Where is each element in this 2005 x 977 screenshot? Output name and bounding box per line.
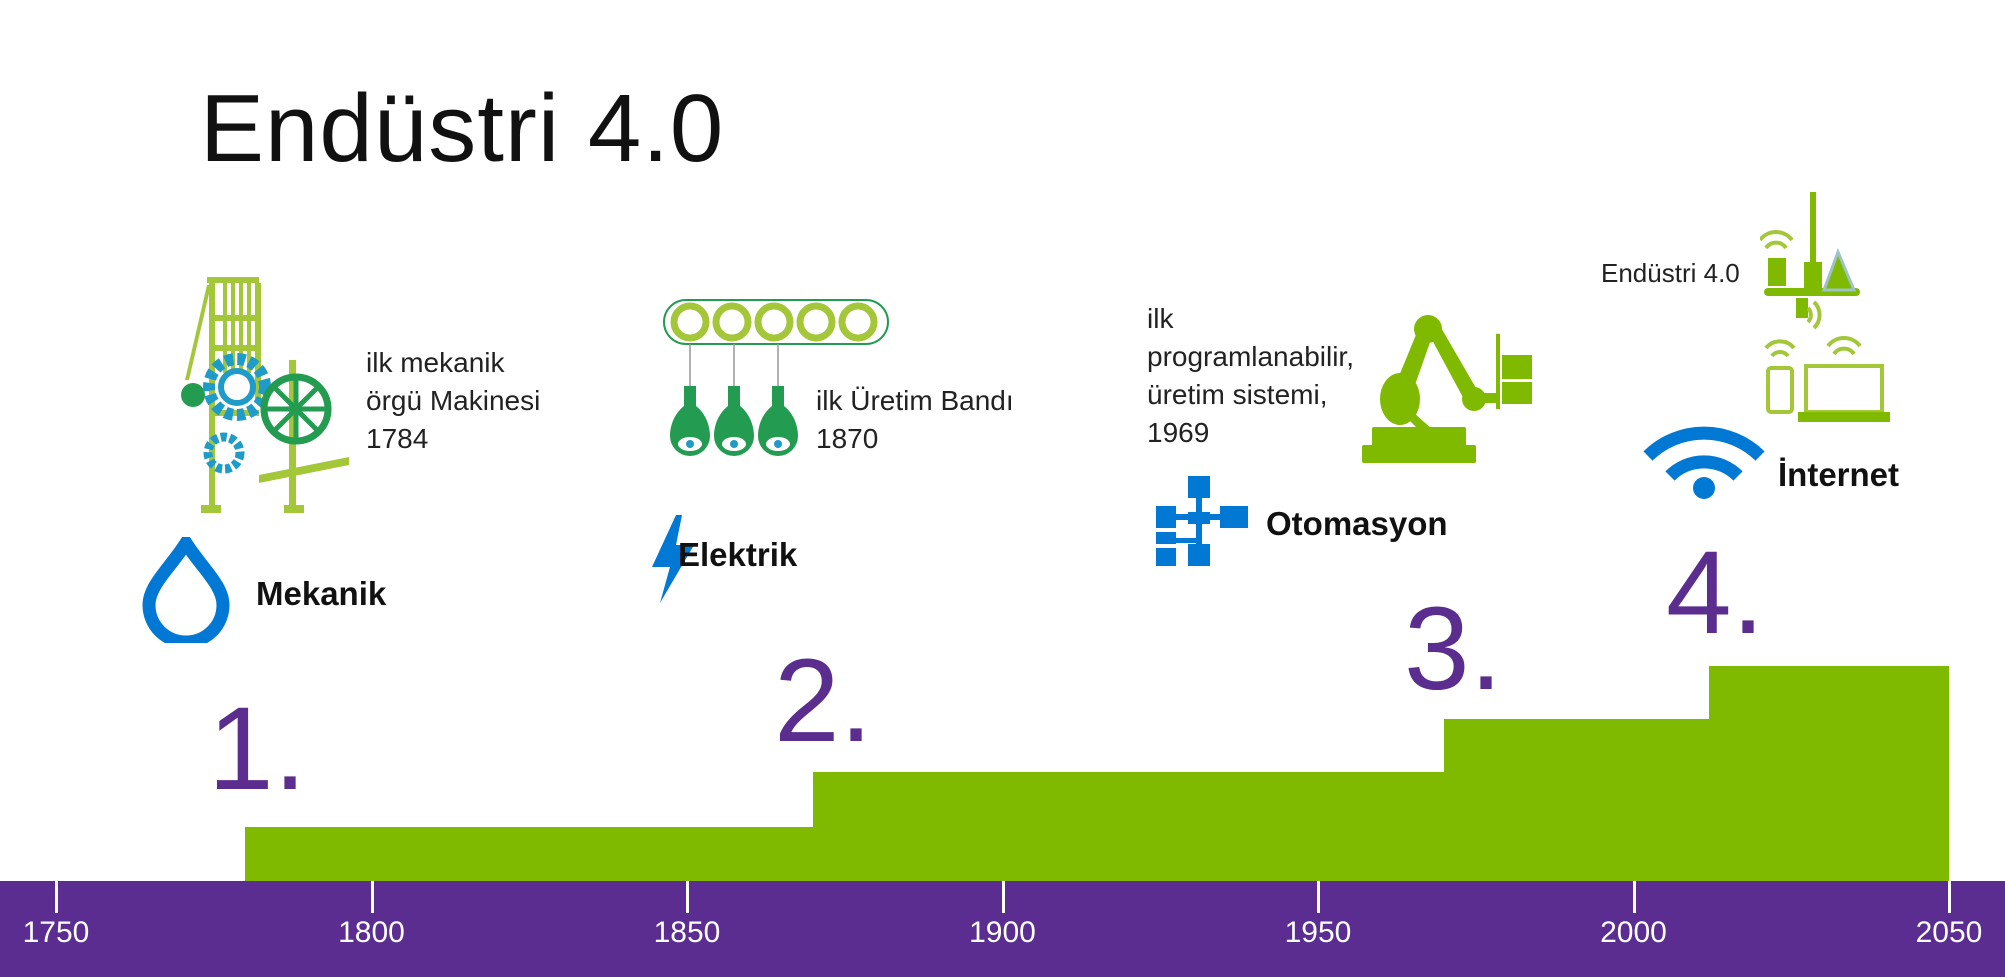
era-number: 1. — [208, 683, 307, 815]
era-number: 2. — [774, 635, 873, 767]
tick-label: 1800 — [338, 916, 405, 949]
tick-mark — [686, 881, 689, 913]
tick-label: 2050 — [1915, 916, 1983, 949]
wifi-icon — [1643, 426, 1765, 499]
description-line: 1784 — [366, 423, 429, 454]
tick-mark — [1948, 881, 1951, 913]
tick-label: 1950 — [1284, 916, 1352, 949]
era-4-description: Endüstri 4.0 — [1601, 258, 1740, 288]
description-line: ilk — [1147, 303, 1174, 334]
tick-mark — [1317, 881, 1320, 913]
era-number: 3. — [1404, 583, 1503, 715]
era-number: 4. — [1666, 527, 1765, 659]
description-line: 1969 — [1147, 417, 1210, 448]
description-line: ilk Üretim Bandı — [816, 385, 1014, 416]
tick-mark — [1001, 881, 1005, 913]
tick-mark — [1632, 881, 1636, 913]
description-line: ilk mekanik — [366, 347, 505, 378]
network-icon — [1156, 476, 1248, 566]
era-1-description: ilk mekanik örgü Makinesi 1784 — [366, 344, 540, 458]
water-drop-icon — [142, 537, 230, 643]
era-4-step — [1709, 666, 1949, 881]
description-line: 1870 — [816, 423, 879, 454]
era-3-description: ilk programlanabilir, üretim sistemi, 19… — [1147, 300, 1354, 452]
robot-arm-icon — [1362, 315, 1532, 463]
tick-mark — [370, 881, 374, 913]
description-line: üretim sistemi, — [1147, 379, 1328, 410]
tick-label: 1900 — [969, 916, 1036, 949]
tick-mark — [55, 881, 58, 913]
conveyor-belt-icon — [663, 299, 889, 456]
lightning-icon — [652, 515, 694, 603]
category-elektrik: Elektrik — [678, 536, 798, 573]
category-internet: İnternet — [1778, 456, 1900, 493]
tick-label: 1850 — [653, 916, 721, 949]
tick-label: 2000 — [1600, 916, 1667, 949]
description-line: örgü Makinesi — [366, 385, 541, 416]
knitting-machine-icon — [181, 277, 349, 513]
category-otomasyon: Otomasyon — [1266, 505, 1448, 542]
description-line: programlanabilir, — [1147, 341, 1354, 372]
category-mekanik: Mekanik — [256, 575, 387, 612]
smart-factory-devices-icon — [1760, 192, 1890, 422]
tick-label: 1750 — [22, 916, 90, 949]
page-title: Endüstri 4.0 — [200, 75, 725, 182]
era-2-description: ilk Üretim Bandı 1870 — [816, 382, 1014, 458]
